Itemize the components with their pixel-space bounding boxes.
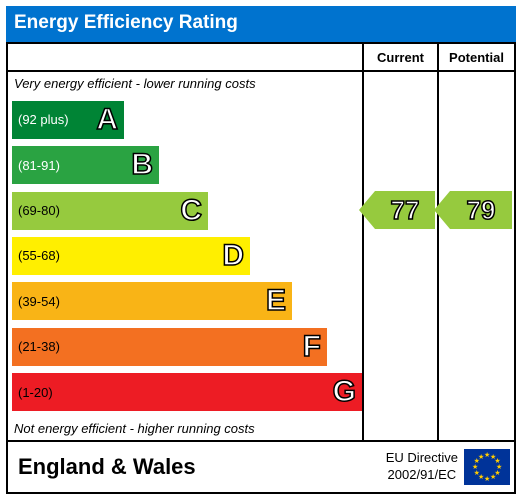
band-range-E: (39-54)	[12, 294, 60, 309]
band-letter-E: E	[266, 284, 286, 318]
band-letter-C: C	[180, 194, 202, 228]
eu-flag-icon: ★★★★★★★★★★★★	[464, 449, 510, 485]
directive-line1: EU Directive	[386, 450, 458, 467]
left-header-blank	[8, 44, 362, 72]
band-A: (92 plus) A	[12, 100, 362, 140]
title-bar: Energy Efficiency Rating	[6, 6, 516, 42]
band-bar-D: (55-68) D	[12, 237, 250, 275]
footer-directive: EU Directive 2002/91/EC	[386, 450, 464, 484]
caption-bottom: Not energy efficient - higher running co…	[8, 417, 362, 440]
chart-body: Very energy efficient - lower running co…	[6, 42, 516, 442]
current-arrow-tip	[359, 191, 375, 229]
potential-arrow-tip	[434, 191, 450, 229]
potential-column: Potential 79	[439, 44, 514, 440]
eu-star: ★	[490, 473, 496, 481]
band-bar-F: (21-38) F	[12, 328, 327, 366]
potential-arrow: 79	[434, 191, 512, 229]
current-value: 77	[391, 195, 420, 226]
potential-value: 79	[467, 195, 496, 226]
band-D: (55-68) D	[12, 236, 362, 276]
bands-column: Very energy efficient - lower running co…	[8, 44, 364, 440]
current-arrow: 77	[359, 191, 435, 229]
band-F: (21-38) F	[12, 327, 362, 367]
band-range-C: (69-80)	[12, 203, 60, 218]
band-bar-E: (39-54) E	[12, 282, 292, 320]
current-column: Current 77	[364, 44, 439, 440]
band-E: (39-54) E	[12, 281, 362, 321]
title-text: Energy Efficiency Rating	[14, 12, 238, 33]
band-bar-B: (81-91) B	[12, 146, 159, 184]
caption-top: Very energy efficient - lower running co…	[8, 72, 362, 95]
bands-container: (92 plus) A (81-91) B (69-80) C (55-68) D (39-54…	[8, 95, 362, 417]
band-bar-G: (1-20) G	[12, 373, 362, 411]
footer-region: England & Wales	[8, 454, 386, 480]
potential-arrow-body: 79	[450, 191, 512, 229]
band-G: (1-20) G	[12, 372, 362, 412]
current-body: 77	[364, 72, 437, 440]
epc-chart: Energy Efficiency Rating Very energy eff…	[0, 0, 526, 500]
band-letter-G: G	[333, 375, 356, 409]
eu-star: ★	[484, 475, 490, 483]
band-letter-B: B	[131, 148, 153, 182]
band-bar-A: (92 plus) A	[12, 101, 124, 139]
potential-header: Potential	[439, 44, 514, 72]
band-range-G: (1-20)	[12, 385, 53, 400]
band-letter-A: A	[96, 103, 118, 137]
current-arrow-body: 77	[375, 191, 435, 229]
band-C: (69-80) C	[12, 191, 362, 231]
band-B: (81-91) B	[12, 145, 362, 185]
band-range-D: (55-68)	[12, 248, 60, 263]
current-header: Current	[364, 44, 437, 72]
band-range-F: (21-38)	[12, 339, 60, 354]
band-range-B: (81-91)	[12, 158, 60, 173]
footer: England & Wales EU Directive 2002/91/EC …	[6, 442, 516, 494]
directive-line2: 2002/91/EC	[386, 467, 458, 484]
band-letter-D: D	[222, 239, 244, 273]
eu-star: ★	[478, 453, 484, 461]
potential-body: 79	[439, 72, 514, 440]
band-bar-C: (69-80) C	[12, 192, 208, 230]
band-letter-F: F	[303, 330, 321, 364]
band-range-A: (92 plus)	[12, 112, 69, 127]
